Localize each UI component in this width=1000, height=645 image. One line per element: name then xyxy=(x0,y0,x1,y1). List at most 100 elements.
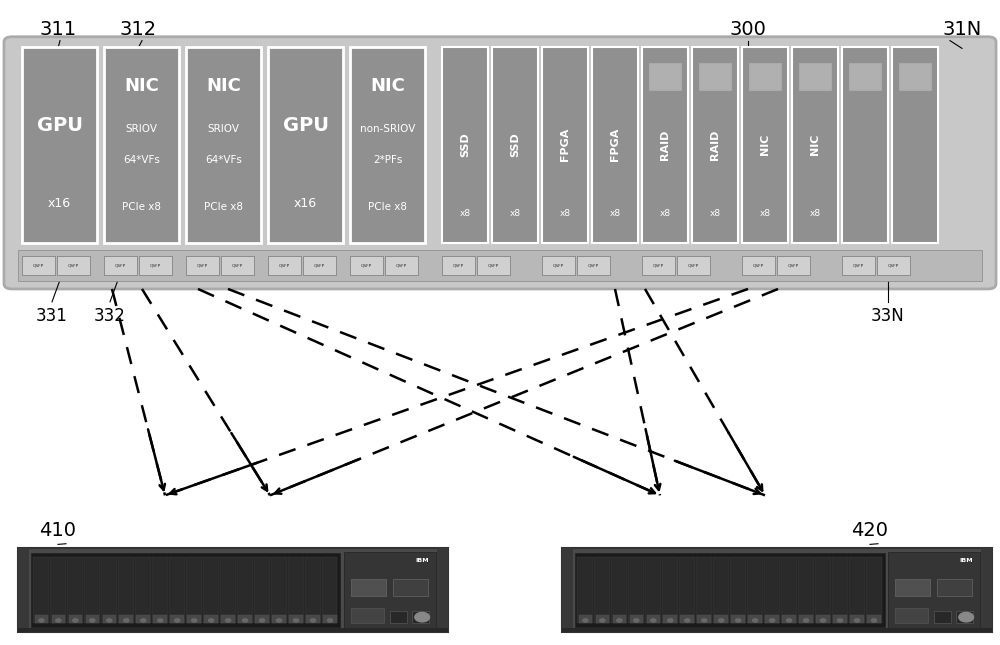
Text: FPGA: FPGA xyxy=(610,128,620,161)
Circle shape xyxy=(871,619,877,622)
Bar xyxy=(781,557,797,623)
Bar xyxy=(203,557,219,623)
Circle shape xyxy=(73,619,78,622)
Bar xyxy=(662,557,678,623)
Bar xyxy=(579,615,592,623)
Bar xyxy=(442,256,475,275)
Bar xyxy=(742,256,775,275)
Text: SSD: SSD xyxy=(510,132,520,157)
Text: 31N: 31N xyxy=(942,19,982,39)
Bar xyxy=(937,579,972,597)
Bar xyxy=(577,557,593,623)
Bar xyxy=(642,47,688,243)
Bar xyxy=(867,615,881,623)
Bar xyxy=(792,47,838,243)
Text: QSFP: QSFP xyxy=(361,264,372,268)
Circle shape xyxy=(415,612,430,622)
Bar xyxy=(562,548,573,632)
Circle shape xyxy=(192,619,197,622)
Circle shape xyxy=(959,612,974,622)
Bar xyxy=(663,615,677,623)
Text: IBM: IBM xyxy=(415,559,429,563)
Text: QSFP: QSFP xyxy=(753,264,764,268)
Text: GPU: GPU xyxy=(283,115,328,135)
Bar xyxy=(888,551,980,629)
Text: NIC: NIC xyxy=(370,77,405,95)
Text: QSFP: QSFP xyxy=(33,264,44,268)
Text: QSFP: QSFP xyxy=(488,264,499,268)
Circle shape xyxy=(838,619,843,622)
Bar xyxy=(18,548,448,632)
Bar xyxy=(22,47,97,243)
Circle shape xyxy=(39,619,44,622)
Text: QSFP: QSFP xyxy=(688,264,699,268)
Bar xyxy=(892,47,938,243)
Bar xyxy=(288,557,304,623)
Bar xyxy=(272,615,286,623)
Bar xyxy=(680,615,694,623)
Text: QSFP: QSFP xyxy=(853,264,864,268)
Bar xyxy=(647,615,660,623)
Text: 64*VFs: 64*VFs xyxy=(123,155,160,165)
Text: SRIOV: SRIOV xyxy=(126,124,158,134)
Circle shape xyxy=(226,619,231,622)
Circle shape xyxy=(141,619,146,622)
Text: 332: 332 xyxy=(94,307,126,325)
Text: IBM: IBM xyxy=(959,559,973,563)
Circle shape xyxy=(736,619,741,622)
Text: 312: 312 xyxy=(119,19,157,39)
Text: QSFP: QSFP xyxy=(588,264,599,268)
Circle shape xyxy=(753,619,758,622)
Text: NIC: NIC xyxy=(206,77,241,95)
Bar xyxy=(628,557,644,623)
Text: x8: x8 xyxy=(709,209,721,218)
Bar xyxy=(833,615,847,623)
Bar xyxy=(84,557,100,623)
Bar xyxy=(393,579,428,597)
Circle shape xyxy=(770,619,775,622)
Circle shape xyxy=(260,619,265,622)
Circle shape xyxy=(651,619,656,622)
Bar xyxy=(562,628,992,632)
Bar xyxy=(816,615,830,623)
Bar xyxy=(305,557,321,623)
Bar xyxy=(832,557,848,623)
Bar xyxy=(104,47,179,243)
Circle shape xyxy=(804,619,809,622)
Bar xyxy=(237,557,253,623)
Bar xyxy=(981,548,992,632)
Circle shape xyxy=(158,619,163,622)
Bar xyxy=(934,611,951,623)
Text: 420: 420 xyxy=(852,521,889,540)
Bar xyxy=(152,557,168,623)
Circle shape xyxy=(209,619,214,622)
Bar xyxy=(742,47,788,243)
Text: PCIe x8: PCIe x8 xyxy=(368,203,407,212)
Bar xyxy=(577,256,610,275)
Bar xyxy=(101,557,117,623)
Bar xyxy=(135,557,151,623)
Circle shape xyxy=(124,619,129,622)
Text: QSFP: QSFP xyxy=(653,264,664,268)
Bar xyxy=(268,256,301,275)
Text: QSFP: QSFP xyxy=(788,264,799,268)
Circle shape xyxy=(668,619,673,622)
Bar xyxy=(764,557,780,623)
Circle shape xyxy=(634,619,639,622)
Bar xyxy=(187,615,201,623)
Text: FPGA: FPGA xyxy=(560,128,570,161)
Text: QSFP: QSFP xyxy=(396,264,407,268)
Bar xyxy=(679,557,695,623)
Text: NIC: NIC xyxy=(810,134,820,155)
Text: RAID: RAID xyxy=(660,130,670,160)
Text: x8: x8 xyxy=(659,209,671,218)
Bar xyxy=(748,615,762,623)
Circle shape xyxy=(702,619,707,622)
Bar xyxy=(351,579,386,597)
Bar xyxy=(798,557,814,623)
Bar xyxy=(477,256,510,275)
Bar xyxy=(956,611,973,623)
Circle shape xyxy=(107,619,112,622)
Bar xyxy=(895,608,928,623)
Bar xyxy=(730,557,746,623)
